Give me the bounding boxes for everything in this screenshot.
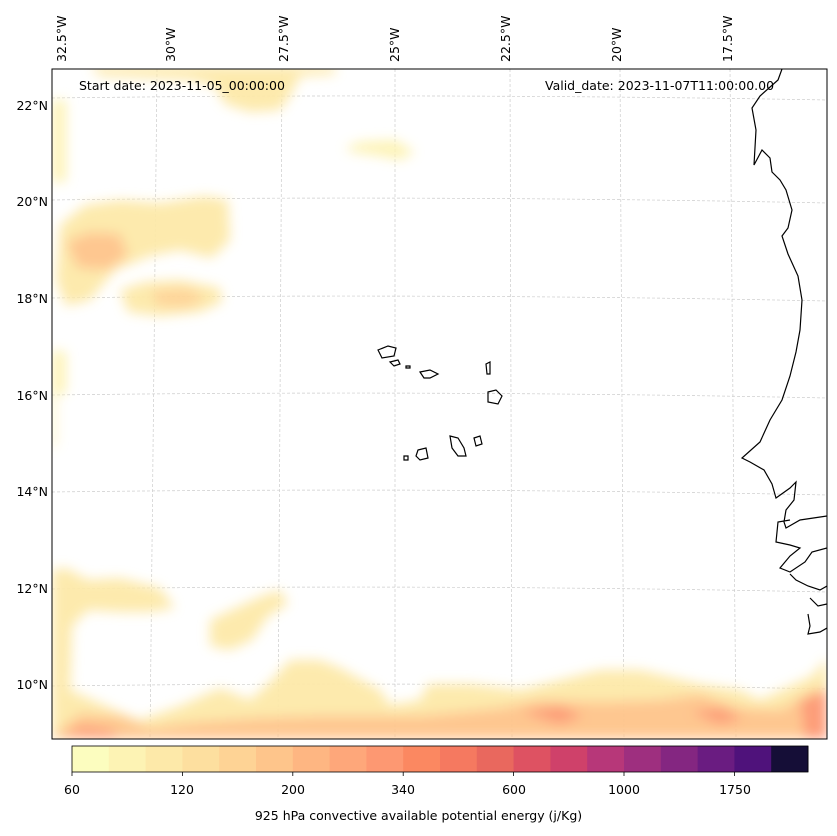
colorbar-swatch bbox=[292, 746, 331, 772]
lon-label-30w: 30°W bbox=[163, 27, 178, 62]
cape-verde-santa-luzia bbox=[405, 365, 411, 369]
lon-label-32-5w: 32.5°W bbox=[54, 15, 69, 62]
cape-region-south-mid bbox=[210, 590, 288, 650]
colorbar-title: 925 hPa convective available potential e… bbox=[254, 808, 583, 823]
colorbar-swatch bbox=[256, 746, 294, 772]
cape-verde-fogo bbox=[415, 447, 429, 461]
africa-coastline bbox=[740, 69, 827, 635]
lat-label-10n: 10°N bbox=[16, 677, 48, 692]
cape-verde-sao-nicolau bbox=[419, 369, 440, 379]
cape-field bbox=[52, 69, 827, 739]
lon-label-17-5w: 17.5°W bbox=[720, 15, 735, 62]
colorbar-tick-label-340: 340 bbox=[391, 782, 415, 797]
lon-label-22-5w: 22.5°W bbox=[498, 15, 513, 62]
colorbar-swatch bbox=[403, 746, 441, 772]
cape-verde-sao-vicente bbox=[388, 359, 401, 367]
map-frame bbox=[51, 68, 828, 740]
cape-region-small-north bbox=[345, 140, 415, 160]
cape-verde-brava bbox=[403, 455, 409, 461]
colorbar-swatch bbox=[624, 746, 662, 772]
colorbar-swatch bbox=[72, 746, 110, 772]
lon-label-20w: 20°W bbox=[609, 27, 624, 62]
lat-label-20n: 20°N bbox=[16, 194, 48, 209]
cape-verde-santo-antao bbox=[377, 345, 397, 359]
colorbar-tick-label-200: 200 bbox=[281, 782, 305, 797]
cape-region-west-18n-core bbox=[152, 288, 206, 308]
lat-label-12n: 12°N bbox=[16, 581, 48, 596]
colorbar bbox=[72, 746, 809, 772]
lat-label-16n: 16°N bbox=[16, 388, 48, 403]
colorbar-swatch bbox=[587, 746, 625, 772]
colorbar-swatch bbox=[476, 746, 515, 772]
colorbar-swatch bbox=[366, 746, 404, 772]
valid-date-label: Valid_date: 2023-11-07T11:00:00.00 bbox=[545, 78, 775, 93]
colorbar-swatch bbox=[145, 746, 183, 772]
lat-label-22n: 22°N bbox=[16, 98, 48, 113]
cape-verde-santiago bbox=[449, 435, 467, 457]
colorbar-swatch bbox=[108, 746, 147, 772]
colorbar-swatch bbox=[697, 746, 735, 772]
cape-verde-boa-vista bbox=[487, 389, 503, 405]
cape-verde-maio bbox=[473, 435, 483, 447]
lon-label-27-5w: 27.5°W bbox=[276, 15, 291, 62]
colorbar-swatch bbox=[734, 746, 772, 772]
cape-region-top bbox=[93, 69, 335, 112]
colorbar-frame bbox=[71, 745, 809, 773]
colorbar-swatch bbox=[660, 746, 699, 772]
lat-label-14n: 14°N bbox=[16, 484, 48, 499]
lat-label-18n: 18°N bbox=[16, 291, 48, 306]
colorbar-tick-label-600: 600 bbox=[502, 782, 526, 797]
colorbar-tick-label-1750: 1750 bbox=[719, 782, 751, 797]
colorbar-swatch bbox=[771, 746, 809, 772]
cape-region-west-20n bbox=[56, 196, 230, 306]
colorbar-ticks bbox=[71, 772, 735, 776]
cape-region-west-edge bbox=[52, 100, 66, 448]
colorbar-tick-label-60: 60 bbox=[64, 782, 80, 797]
colorbar-swatch bbox=[329, 746, 367, 772]
cape-region-west-20n-core bbox=[66, 232, 128, 270]
colorbar-swatch bbox=[550, 746, 588, 772]
colorbar-tick-label-120: 120 bbox=[170, 782, 194, 797]
colorbar-swatch bbox=[219, 746, 257, 772]
start-date-label: Start date: 2023-11-05_00:00:00 bbox=[79, 78, 285, 93]
coastlines bbox=[377, 69, 827, 635]
colorbar-swatch bbox=[513, 746, 551, 772]
colorbar-swatch bbox=[182, 746, 220, 772]
lon-label-25w: 25°W bbox=[387, 27, 402, 62]
cape-region-south bbox=[52, 568, 827, 739]
colorbar-tick-label-1000: 1000 bbox=[608, 782, 640, 797]
cape-region-south-core bbox=[52, 690, 827, 739]
colorbar-swatch bbox=[440, 746, 478, 772]
cape-verde-sal bbox=[485, 361, 491, 375]
